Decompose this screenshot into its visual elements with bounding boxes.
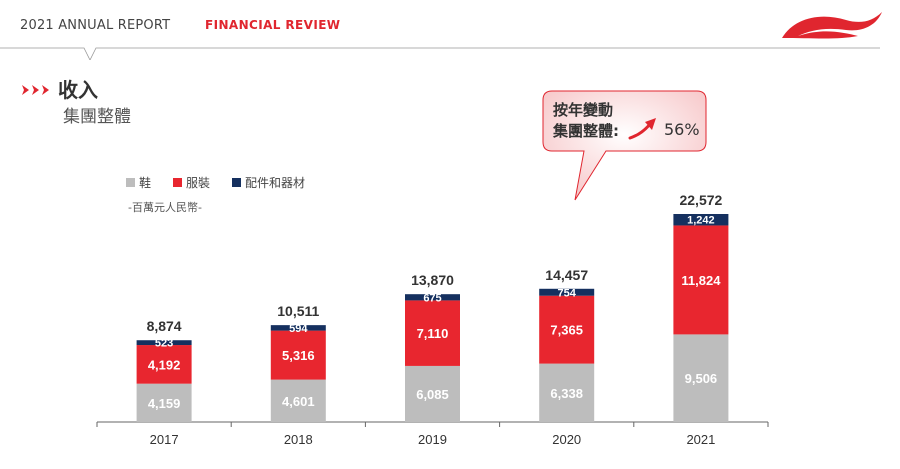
data-label-2017-series-2: 523 bbox=[155, 338, 173, 350]
total-label-2018: 10,511 bbox=[277, 303, 319, 319]
data-label-2021-series-0: 9,506 bbox=[685, 371, 718, 386]
x-tick-label-2019: 2019 bbox=[418, 432, 447, 447]
triple-arrow-icon bbox=[22, 85, 49, 95]
bar-2018-series-1 bbox=[270, 330, 326, 380]
callout-line1: 按年變動 bbox=[553, 101, 614, 119]
bar-2019-series-2 bbox=[405, 294, 460, 301]
bar-2019-series-1 bbox=[405, 300, 460, 366]
header-divider bbox=[0, 47, 880, 60]
total-label-2019: 13,870 bbox=[411, 272, 454, 288]
x-tick-label-2021: 2021 bbox=[686, 432, 715, 447]
legend-swatch bbox=[126, 178, 135, 187]
bar-2021-series-1 bbox=[673, 225, 729, 335]
chart-legend: 鞋 服裝 配件和器材 bbox=[126, 174, 327, 191]
data-label-2017-series-1: 4,192 bbox=[148, 357, 181, 372]
callout-line2: 集團整體: bbox=[553, 122, 619, 140]
data-label-2019-series-0: 6,085 bbox=[416, 387, 449, 402]
bar-2018-series-2 bbox=[270, 325, 326, 331]
data-label-2018-series-0: 4,601 bbox=[282, 394, 315, 409]
bar-2017-series-1 bbox=[136, 345, 192, 384]
li-ning-logo-icon bbox=[782, 12, 882, 39]
bar-2018-series-0 bbox=[270, 379, 326, 422]
data-label-2020-series-2: 754 bbox=[558, 287, 577, 299]
legend-label: 鞋 bbox=[139, 176, 152, 190]
unit-note: -百萬元人民幣- bbox=[128, 201, 202, 214]
data-label-2018-series-1: 5,316 bbox=[282, 348, 315, 363]
bar-2017-series-0 bbox=[136, 383, 192, 422]
legend-swatch bbox=[173, 178, 183, 187]
bar-2020-series-1 bbox=[539, 295, 595, 364]
bar-2019-series-0 bbox=[405, 365, 460, 422]
callout-change-value: 56% bbox=[664, 120, 700, 139]
x-tick-label-2017: 2017 bbox=[150, 432, 179, 447]
legend-item-apparel: 服裝 bbox=[173, 174, 210, 191]
total-label-2021: 22,572 bbox=[679, 192, 722, 208]
data-label-2020-series-0: 6,338 bbox=[550, 386, 583, 401]
data-label-2019-series-1: 7,110 bbox=[417, 326, 449, 341]
bar-2020-series-0 bbox=[539, 363, 595, 422]
data-label-2020-series-1: 7,365 bbox=[550, 323, 583, 338]
bar-2021-series-2 bbox=[673, 214, 729, 226]
x-tick-label-2018: 2018 bbox=[284, 432, 313, 447]
legend-swatch bbox=[232, 178, 242, 187]
legend-item-footwear: 鞋 bbox=[126, 174, 151, 191]
bar-2021-series-0 bbox=[673, 334, 729, 422]
page-title: 收入 bbox=[58, 78, 98, 102]
x-tick-label-2020: 2020 bbox=[552, 432, 581, 447]
legend-label: 配件和器材 bbox=[245, 176, 306, 190]
bar-2020-series-2 bbox=[539, 288, 595, 296]
legend-label: 服裝 bbox=[186, 176, 211, 190]
data-label-2017-series-0: 4,159 bbox=[148, 396, 181, 411]
report-title: 2021 ANNUAL REPORT bbox=[20, 18, 171, 33]
data-label-2018-series-2: 594 bbox=[289, 323, 308, 335]
legend-item-equipment: 配件和器材 bbox=[232, 174, 305, 191]
total-label-2017: 8,874 bbox=[147, 318, 182, 334]
bar-2017-series-2 bbox=[136, 340, 192, 346]
trend-up-arrow-icon bbox=[628, 118, 656, 140]
data-label-2021-series-2: 1,242 bbox=[687, 215, 715, 227]
data-label-2021-series-1: 11,824 bbox=[681, 273, 721, 288]
section-title: FINANCIAL REVIEW bbox=[205, 18, 341, 32]
data-label-2019-series-2: 675 bbox=[423, 292, 441, 304]
total-label-2020: 14,457 bbox=[545, 267, 588, 283]
page-subtitle: 集團整體 bbox=[63, 107, 131, 127]
